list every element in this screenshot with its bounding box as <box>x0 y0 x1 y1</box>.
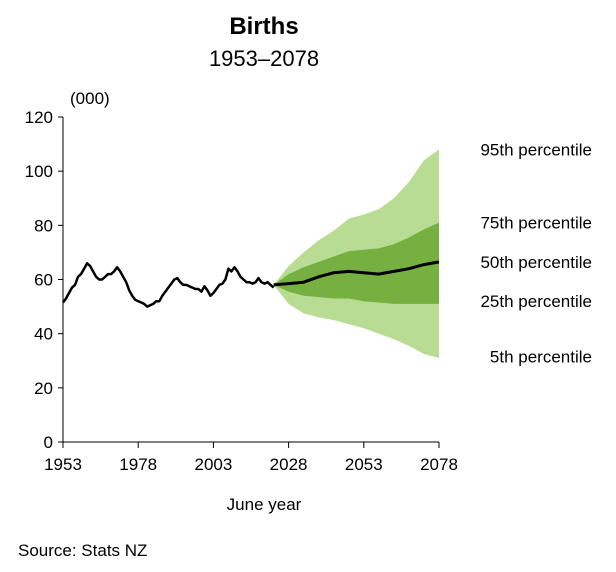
data-lines <box>62 260 440 308</box>
y-tick-label: 0 <box>44 433 53 452</box>
y-tick-label: 20 <box>34 379 53 398</box>
chart-title: Births <box>229 13 298 40</box>
percentile-labels: 95th percentile 75th percentile 50th perce… <box>480 141 592 367</box>
y-tick-label: 60 <box>34 271 53 290</box>
y-axis-unit-label: (000) <box>70 89 110 108</box>
x-tick-label: 2053 <box>345 455 383 474</box>
historical-births-line <box>62 262 275 308</box>
source-note: Source: Stats NZ <box>18 541 147 560</box>
y-tick-label: 100 <box>25 162 53 181</box>
x-tick-label: 2028 <box>270 455 308 474</box>
band-25th-75th <box>273 222 439 304</box>
x-tick-label: 2078 <box>420 455 458 474</box>
x-axis-label: June year <box>227 495 302 514</box>
label-50th-percentile: 50th percentile <box>480 253 592 272</box>
label-75th-percentile: 75th percentile <box>480 214 592 233</box>
label-25th-percentile: 25th percentile <box>480 292 592 311</box>
label-95th-percentile: 95th percentile <box>480 141 592 160</box>
percentile-bands <box>273 149 439 358</box>
y-tick-label: 40 <box>34 325 53 344</box>
x-tick-label: 2003 <box>194 455 232 474</box>
x-tick-label: 1978 <box>119 455 157 474</box>
x-axis-ticks: 1953 1978 2003 2028 2053 2078 <box>44 442 458 474</box>
median-projection-line <box>273 260 440 287</box>
chart-subtitle: 1953–2078 <box>209 46 319 71</box>
y-axis-ticks: 0 20 40 60 80 100 120 <box>25 108 63 452</box>
x-tick-label: 1953 <box>44 455 82 474</box>
y-tick-label: 120 <box>25 108 53 127</box>
y-tick-label: 80 <box>34 216 53 235</box>
label-5th-percentile: 5th percentile <box>490 348 592 367</box>
